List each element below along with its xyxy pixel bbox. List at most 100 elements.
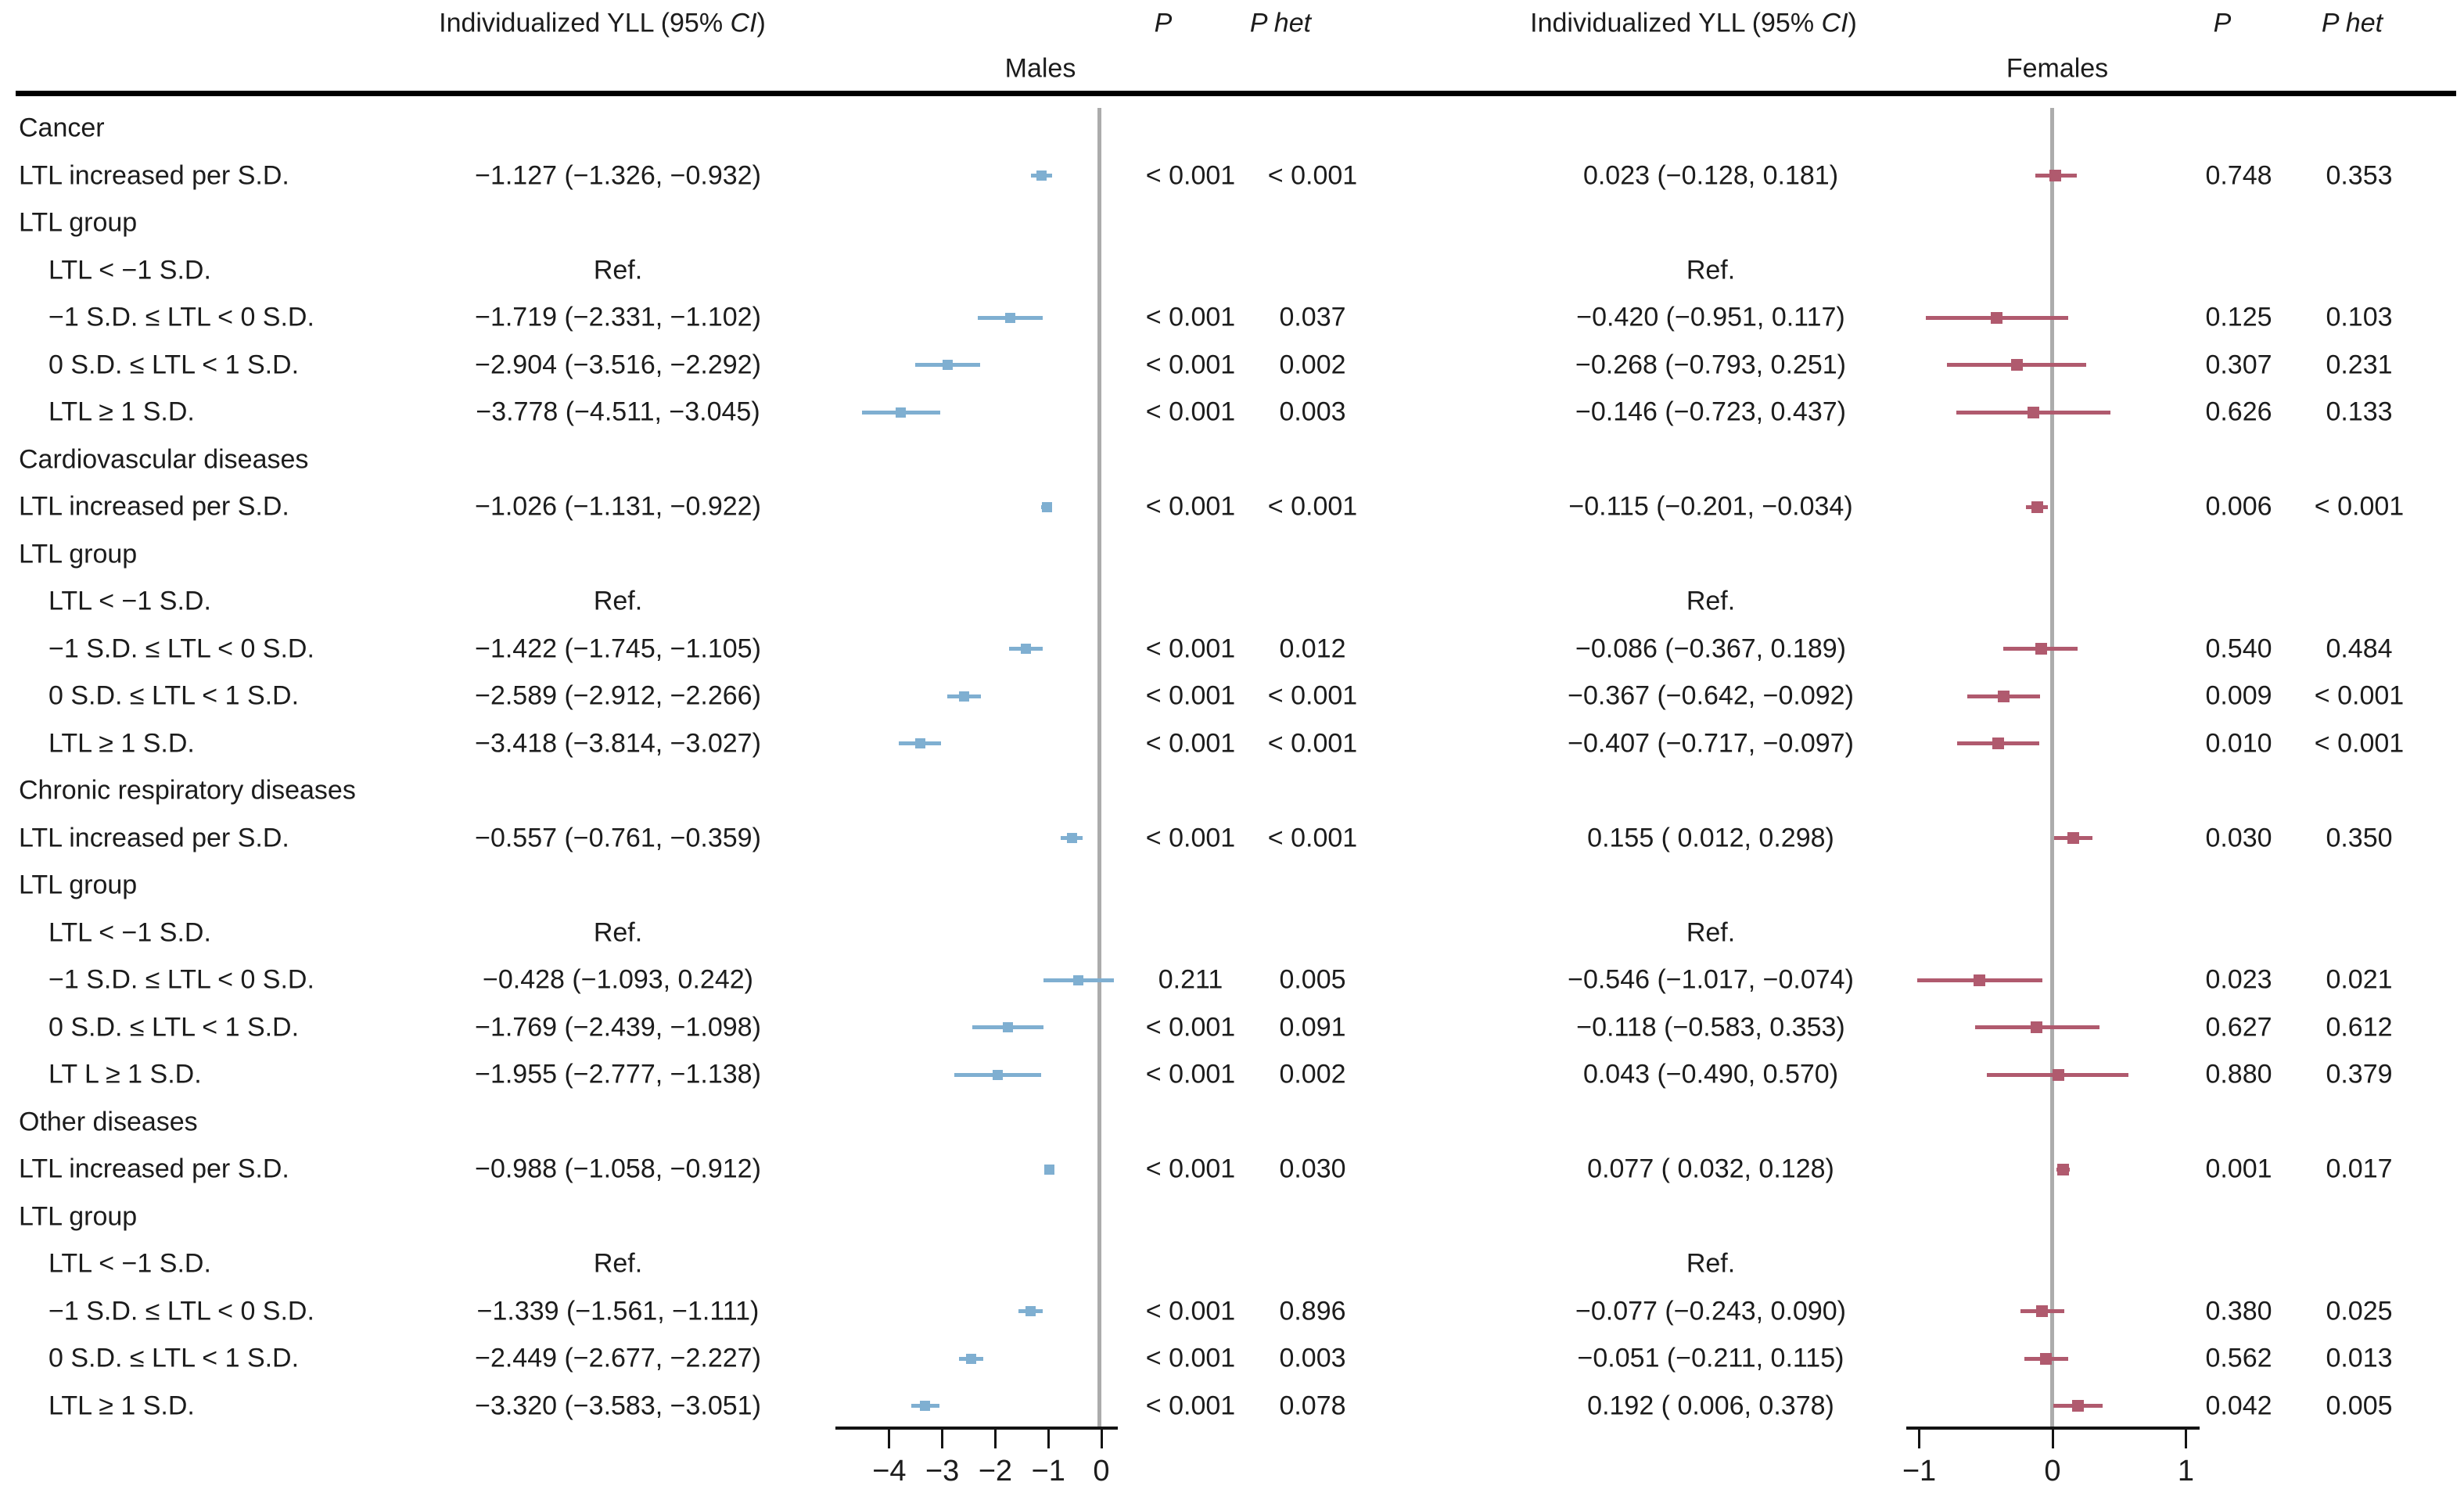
female-yll-header-text: Individualized YLL (95% — [1530, 8, 1822, 38]
row-label: LTL ≥ 1 S.D. — [48, 1391, 195, 1420]
male-p-value: < 0.001 — [1145, 302, 1236, 332]
section-label: LTL group — [19, 207, 138, 238]
female-p-value: 0.380 — [2205, 1296, 2272, 1326]
female-estimate-text: 0.155 ( 0.012, 0.298) — [1587, 823, 1834, 852]
female-p-value: 0.001 — [2205, 1154, 2272, 1184]
female-yll-header: Individualized YLL (95% CI) — [1530, 9, 1857, 39]
row-label: 0 S.D. ≤ LTL < 1 S.D. — [48, 1343, 300, 1373]
female-phet-value: 0.484 — [2326, 633, 2393, 663]
male-point-estimate-marker — [942, 360, 953, 370]
female-phet-value: 0.350 — [2326, 823, 2393, 852]
female-point-estimate-marker — [1990, 311, 2002, 324]
female-p-value: 0.042 — [2205, 1391, 2272, 1420]
section-label: LTL group — [19, 539, 138, 569]
male-phet-value: 0.030 — [1279, 1154, 1346, 1184]
female-p-value: 0.307 — [2205, 350, 2272, 379]
female-axis-line — [1906, 1427, 2200, 1430]
row-label: −1 S.D. ≤ LTL < 0 S.D. — [48, 1296, 314, 1326]
female-phet-value: 0.025 — [2326, 1296, 2393, 1326]
male-estimate-text: −3.418 (−3.814, −3.027) — [475, 728, 761, 758]
male-p-value: < 0.001 — [1145, 1154, 1236, 1184]
male-ref-text: Ref. — [593, 1248, 643, 1279]
female-axis-tick — [2051, 1430, 2054, 1448]
male-estimate-text: −1.339 (−1.561, −1.111) — [476, 1296, 760, 1326]
row-label: LTL increased per S.D. — [19, 160, 289, 190]
female-axis-tick — [2185, 1430, 2187, 1448]
female-p-value: 0.626 — [2205, 397, 2272, 427]
male-p-value: < 0.001 — [1145, 160, 1236, 190]
female-estimate-text: −0.077 (−0.243, 0.090) — [1575, 1296, 1846, 1326]
female-phet-value: < 0.001 — [2314, 728, 2405, 758]
female-phet-value: 0.021 — [2326, 964, 2393, 995]
female-p-value: 0.023 — [2205, 964, 2272, 995]
male-point-estimate-marker — [1066, 833, 1077, 843]
male-estimate-text: −1.955 (−2.777, −1.138) — [475, 1059, 761, 1089]
male-estimate-text: −0.428 (−1.093, 0.242) — [483, 964, 753, 995]
male-axis-tick-label: 0 — [1093, 1455, 1110, 1488]
male-p-value: < 0.001 — [1145, 1012, 1236, 1042]
female-p-value: 0.009 — [2205, 680, 2272, 711]
row-label: LTL increased per S.D. — [19, 1154, 289, 1184]
female-phet-value: 0.103 — [2326, 302, 2393, 332]
male-ref-text: Ref. — [593, 586, 643, 616]
female-ref-text: Ref. — [1686, 586, 1736, 616]
female-point-estimate-marker — [2052, 1068, 2064, 1081]
male-point-estimate-marker — [1036, 170, 1047, 181]
male-phet-value: 0.002 — [1279, 1059, 1346, 1089]
male-point-estimate-marker — [1073, 974, 1084, 985]
female-p-value: 0.748 — [2205, 160, 2272, 190]
female-estimate-text: −0.118 (−0.583, 0.353) — [1576, 1012, 1845, 1042]
male-point-estimate-marker — [1004, 312, 1015, 323]
male-p-value: < 0.001 — [1145, 397, 1236, 427]
male-yll-header: Individualized YLL (95% CI) — [439, 9, 766, 39]
male-p-value: < 0.001 — [1145, 633, 1236, 663]
female-point-estimate-marker — [2036, 1305, 2049, 1317]
female-estimate-text: −0.367 (−0.642, −0.092) — [1568, 680, 1854, 711]
female-point-estimate-marker — [2067, 832, 2079, 844]
female-phet-value: 0.379 — [2326, 1059, 2393, 1089]
male-p-value: < 0.001 — [1145, 1391, 1236, 1420]
female-estimate-text: −0.268 (−0.793, 0.251) — [1575, 350, 1846, 379]
male-point-estimate-marker — [920, 1401, 931, 1411]
row-label: 0 S.D. ≤ LTL < 1 S.D. — [48, 350, 300, 379]
female-axis-tick-label: 1 — [2177, 1455, 2195, 1488]
female-point-estimate-marker — [2072, 1400, 2085, 1412]
row-label: −1 S.D. ≤ LTL < 0 S.D. — [48, 633, 314, 663]
female-estimate-text: −0.086 (−0.367, 0.189) — [1575, 633, 1846, 663]
male-p-value: < 0.001 — [1145, 680, 1236, 711]
female-axis-tick-label: −1 — [1902, 1455, 1937, 1488]
female-estimate-text: 0.192 ( 0.006, 0.378) — [1587, 1391, 1834, 1420]
female-estimate-text: 0.077 ( 0.032, 0.128) — [1587, 1154, 1834, 1184]
male-yll-header-ci: CI — [730, 8, 757, 38]
male-estimate-text: −3.778 (−4.511, −3.045) — [476, 397, 760, 427]
male-yll-header-text: Individualized YLL (95% — [439, 8, 731, 38]
female-phet-value: 0.231 — [2326, 350, 2393, 379]
female-estimate-text: −0.146 (−0.723, 0.437) — [1575, 397, 1846, 427]
male-phet-value: < 0.001 — [1267, 160, 1358, 190]
female-point-estimate-marker — [2010, 359, 2023, 371]
male-phet-value: 0.012 — [1279, 633, 1346, 663]
male-phet-value: < 0.001 — [1267, 728, 1358, 758]
section-label: LTL group — [19, 1201, 138, 1231]
section-label: Other diseases — [19, 1107, 198, 1136]
male-ref-text: Ref. — [593, 917, 643, 947]
male-point-estimate-marker — [914, 738, 925, 748]
female-point-estimate-marker — [2031, 501, 2043, 513]
row-label: LTL < −1 S.D. — [48, 255, 211, 285]
female-phet-header: P het — [2321, 8, 2383, 38]
female-point-estimate-marker — [2039, 1352, 2052, 1365]
male-phet-value: 0.005 — [1279, 964, 1346, 995]
female-phet-value: < 0.001 — [2314, 491, 2405, 522]
row-label: LTL < −1 S.D. — [48, 586, 211, 616]
female-ref-text: Ref. — [1686, 917, 1736, 947]
male-phet-value: 0.896 — [1279, 1296, 1346, 1326]
female-phet-value: 0.612 — [2326, 1012, 2393, 1042]
male-estimate-text: −2.904 (−3.516, −2.292) — [475, 350, 761, 379]
row-label: LT L ≥ 1 S.D. — [48, 1059, 202, 1089]
male-p-value: < 0.001 — [1145, 823, 1236, 852]
male-estimate-text: −1.719 (−2.331, −1.102) — [475, 302, 761, 332]
male-axis-tick — [1100, 1430, 1103, 1448]
male-point-estimate-marker — [992, 1069, 1003, 1080]
female-phet-value: 0.133 — [2326, 397, 2393, 427]
male-phet-value: 0.003 — [1279, 1343, 1346, 1373]
